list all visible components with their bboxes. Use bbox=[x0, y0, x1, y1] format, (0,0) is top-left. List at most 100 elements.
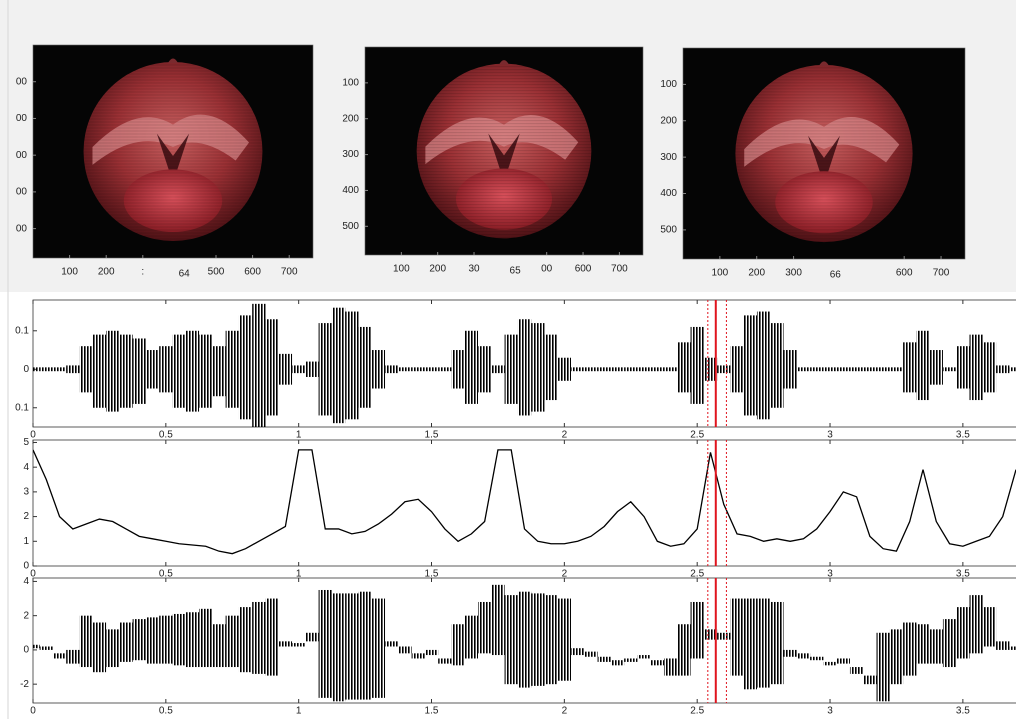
x-tick-label: 2 bbox=[562, 430, 568, 441]
waveform-segment bbox=[132, 619, 146, 661]
x-tick-label: 3.5 bbox=[956, 706, 970, 717]
waveform-segment bbox=[385, 365, 399, 374]
waveform-segment bbox=[690, 601, 704, 659]
waveform-segment bbox=[318, 589, 332, 698]
x-tick-label: 100 bbox=[393, 264, 410, 275]
waveform-segment bbox=[544, 334, 558, 401]
waveform-segment bbox=[478, 346, 492, 393]
x-tick-label: 3 bbox=[827, 569, 833, 580]
waveform-segment bbox=[969, 595, 983, 654]
waveform-segment bbox=[252, 601, 266, 674]
image-axes: 100 200 30 00 600 700 100 200 300 400 500 65 bbox=[342, 46, 644, 277]
waveform-segment bbox=[292, 365, 306, 374]
waveform-segment bbox=[238, 315, 253, 420]
waveform-segment bbox=[717, 632, 731, 640]
x-tick-label: 200 bbox=[748, 268, 765, 279]
waveform-segment bbox=[398, 367, 412, 372]
x-tick-label: 0 bbox=[30, 430, 36, 441]
x-tick-label: 3.5 bbox=[956, 430, 970, 441]
waveform-segment bbox=[916, 624, 930, 664]
waveform-segment bbox=[79, 615, 93, 668]
waveform-segment bbox=[703, 629, 718, 640]
plot-axes: 0 0.5 1 1.5 2 2.5 3 3.5 -2 0 2 4 bbox=[20, 576, 1016, 717]
waveform-segment bbox=[770, 601, 784, 685]
waveform-segment bbox=[717, 365, 731, 374]
glottis bbox=[488, 133, 520, 182]
glottis bbox=[156, 133, 190, 183]
waveform-segment bbox=[849, 367, 864, 372]
x-tick-label: 0 bbox=[30, 569, 36, 580]
tissue-fold bbox=[425, 114, 579, 165]
waveform-segment bbox=[903, 342, 917, 393]
tissue-lower bbox=[455, 168, 553, 230]
waveform-segment bbox=[544, 595, 558, 685]
waveform-segment bbox=[597, 656, 611, 662]
waveform-segment bbox=[796, 367, 811, 372]
waveform-segment bbox=[1009, 367, 1016, 372]
x-tick-label: 0 bbox=[30, 706, 36, 717]
waveform-segment bbox=[942, 619, 957, 668]
scope-notch bbox=[168, 58, 178, 64]
waveform-segment bbox=[730, 598, 744, 676]
waveform-segment bbox=[119, 334, 133, 408]
waveform-segment bbox=[942, 367, 957, 372]
waveform-segment bbox=[145, 617, 160, 664]
y-tick-label: 500 bbox=[342, 221, 359, 232]
waveform-segment bbox=[52, 653, 67, 659]
y-tick-label: 2 bbox=[23, 610, 29, 621]
waveform-segment bbox=[225, 330, 239, 408]
x-tick-label: 3.5 bbox=[956, 569, 970, 580]
waveform-segment bbox=[145, 350, 160, 389]
x-tick-label: 500 bbox=[208, 267, 225, 278]
y-tick-label: 500 bbox=[660, 225, 677, 236]
plot-content bbox=[33, 440, 1016, 566]
waveform-segment bbox=[265, 598, 279, 676]
plot-axes: 0 0.5 1 1.5 2 2.5 3 3.5 0.1 0 0.1 bbox=[15, 299, 1016, 441]
waveform-segment bbox=[464, 615, 479, 659]
waveform-segment bbox=[876, 632, 890, 702]
x-tick-label: 2.5 bbox=[690, 569, 704, 580]
glottis bbox=[808, 135, 840, 185]
waveform-segment bbox=[106, 330, 120, 412]
x-tick-label: 600 bbox=[575, 264, 592, 275]
waveform-segment bbox=[345, 593, 359, 700]
waveform-segment bbox=[132, 338, 146, 404]
waveform-segment bbox=[238, 607, 253, 673]
signal-line bbox=[33, 449, 1016, 555]
waveform-segment bbox=[956, 346, 970, 389]
waveform-segment bbox=[982, 607, 997, 647]
waveform-segment bbox=[517, 319, 532, 416]
x-tick-label: 700 bbox=[933, 268, 950, 279]
waveform-segment bbox=[889, 629, 904, 685]
waveform-segment bbox=[810, 367, 824, 372]
waveform-segment bbox=[451, 624, 465, 666]
waveform-segment bbox=[172, 334, 186, 408]
plot-box bbox=[32, 439, 1016, 567]
x-tick-label: 2 bbox=[562, 706, 568, 717]
waveform-segment bbox=[743, 315, 757, 416]
waveform-segment bbox=[358, 326, 372, 408]
y-tick-label: 400 bbox=[342, 185, 359, 196]
waveform-segment bbox=[916, 330, 930, 401]
waveform-segment bbox=[624, 367, 638, 372]
waveform-segment bbox=[610, 660, 625, 666]
waveform-segment bbox=[743, 598, 757, 690]
waveform-segment bbox=[278, 353, 293, 385]
x-tick-label: 1.5 bbox=[425, 569, 439, 580]
x-tick-label: 0.5 bbox=[159, 430, 173, 441]
y-tick-label: 5 bbox=[23, 437, 29, 448]
waveform-segment bbox=[278, 641, 293, 647]
scope-notch bbox=[499, 60, 509, 65]
waveform-segment bbox=[889, 367, 904, 372]
y-tick-label: 0 bbox=[23, 645, 29, 656]
waveform-segment bbox=[584, 367, 598, 372]
plot-content bbox=[33, 300, 1016, 427]
x-tick-label: 2.5 bbox=[690, 706, 704, 717]
waveform-segment bbox=[106, 629, 120, 668]
waveform-segment bbox=[331, 307, 346, 424]
waveform-segment bbox=[690, 326, 704, 404]
tissue-lower bbox=[775, 171, 873, 234]
x-tick-label: 1.5 bbox=[425, 430, 439, 441]
waveform-segment bbox=[39, 367, 53, 372]
